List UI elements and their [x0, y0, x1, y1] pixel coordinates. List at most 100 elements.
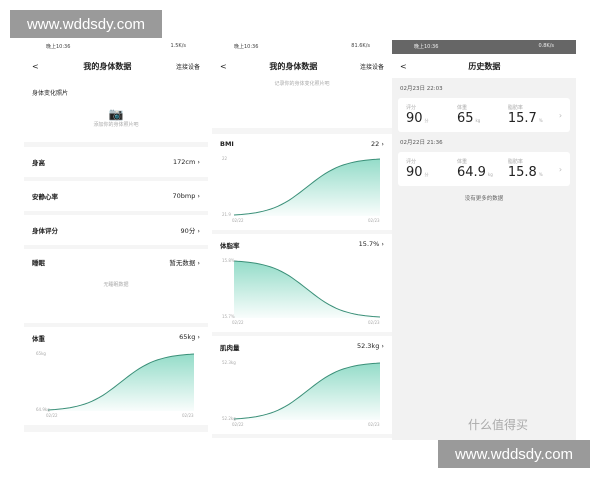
y-min-label: 52.2kg: [222, 416, 236, 421]
nav-bar: < 我的身体数据 连接设备: [24, 52, 208, 80]
chart-svg: 52.3kg 52.2kg 02/22 02/23: [222, 360, 381, 427]
history-record[interactable]: 评分 90 分体重 64.9 kg 脂肪率 15.8% ›: [398, 152, 570, 186]
watermark-bottom: www.wddsdy.com: [438, 440, 590, 468]
row-value: 90分 ›: [180, 227, 200, 235]
sleep-value: 暂无数据 ›: [169, 259, 200, 267]
history-record[interactable]: 评分 90 分体重 65 kg 脂肪率 15.7% ›: [398, 98, 570, 132]
camera-icon[interactable]: 📷: [108, 107, 124, 121]
x-start-label: 02/22: [232, 218, 244, 223]
chart-title: BMI: [220, 140, 234, 148]
back-button[interactable]: <: [32, 61, 39, 71]
chart-value: 52.3kg ›: [356, 342, 384, 350]
record-value: 15.8%: [507, 165, 543, 180]
record-score: 评分 90 分: [406, 104, 457, 126]
record-fat: 脂肪率 15.7%: [508, 104, 559, 126]
row-value: 70bmp ›: [172, 192, 200, 200]
photo-section-title: 身体变化照片: [32, 90, 69, 97]
record-value: 64.9 kg: [456, 165, 493, 180]
y-min-label: 64.9kg: [36, 407, 50, 412]
chart-line: [233, 158, 381, 216]
body-fat-chart[interactable]: 体脂率 15.7% › 15.8% 15.7% 02/22 02/23: [212, 234, 392, 332]
chart-svg: 15.8% 15.7% 02/22 02/23: [222, 258, 381, 325]
photo-hint: 记录你的身体变化照片吧: [274, 81, 330, 87]
panel-history: 晚上10:36 0.8K/s < 历史数据 02月23日 22:03 评分 90 分体重…: [392, 40, 576, 440]
no-more-text: 没有更多的数据: [464, 196, 504, 202]
sleep-label: 睡眠: [32, 259, 45, 267]
row-body-score[interactable]: 身体评分 90分 ›: [24, 215, 208, 245]
status-speed: 1.5K/s: [170, 43, 186, 49]
x-end-label: 02/23: [368, 422, 380, 427]
y-max-label: 22: [222, 156, 228, 161]
x-start-label: 02/22: [232, 422, 244, 427]
bmi-chart[interactable]: BMI 22 › 22 21.9 02/22 02/23: [212, 134, 392, 230]
record-date: 02月23日 22:03: [400, 86, 443, 92]
record-value: 65 kg: [456, 111, 481, 126]
chart-value: 22 ›: [371, 140, 384, 148]
record-label: 评分: [406, 105, 417, 111]
record-weight: 体重 64.9 kg: [457, 158, 508, 180]
chart-svg: 65kg 64.9kg 02/22 02/23: [36, 351, 195, 418]
panel-body-data-2: 晚上10:36 81.6K/s < 我的身体数据 连接设备 记录你的身体变化照片吧 B…: [212, 40, 392, 438]
record-weight: 体重 65 kg: [457, 104, 508, 126]
row-label: 身高: [32, 159, 45, 167]
record-label: 体重: [456, 159, 467, 165]
x-end-label: 02/23: [368, 218, 380, 223]
status-bar: 晚上10:36 1.5K/s: [24, 40, 208, 52]
connect-device-button[interactable]: 连接设备: [175, 63, 200, 71]
chart-svg: 22 21.9 02/22 02/23: [222, 156, 381, 223]
y-min-label: 15.7%: [222, 314, 235, 319]
sleep-card[interactable]: 睡眠 暂无数据 › 无睡眠数据: [24, 249, 208, 323]
nav-bar: < 历史数据: [392, 54, 576, 78]
brand-watermark: 什么值得买: [468, 418, 529, 432]
status-time: 晚上10:36: [234, 44, 259, 50]
page-title: 历史数据: [468, 61, 501, 71]
status-speed: 0.8K/s: [538, 43, 554, 49]
record-label: 脂肪率: [507, 159, 523, 165]
chart-value: 15.7% ›: [358, 240, 384, 248]
chevron-right-icon: ›: [558, 110, 563, 120]
record-score: 评分 90 分: [406, 158, 457, 180]
row-label: 身体评分: [32, 227, 58, 235]
back-button[interactable]: <: [400, 61, 407, 71]
watermark-top: www.wddsdy.com: [10, 10, 162, 38]
photo-hint: 添加你的身体照片吧: [93, 122, 139, 128]
status-bar: 晚上10:36 0.8K/s: [392, 40, 576, 54]
status-time: 晚上10:36: [46, 44, 71, 50]
x-end-label: 02/23: [182, 413, 194, 418]
nav-bar: < 我的身体数据 连接设备: [212, 52, 392, 80]
connect-device-button[interactable]: 连接设备: [359, 63, 384, 71]
y-max-label: 15.8%: [222, 258, 235, 263]
chart-title: 体脂率: [220, 242, 240, 250]
row-value: 172cm ›: [173, 158, 200, 166]
status-speed: 81.6K/s: [351, 43, 370, 49]
row-heart-rate[interactable]: 安静心率 70bmp ›: [24, 181, 208, 211]
y-min-label: 21.9: [222, 212, 231, 217]
record-value: 90 分: [406, 165, 429, 180]
record-value: 90 分: [406, 111, 429, 126]
chevron-right-icon: ›: [558, 164, 563, 174]
weight-chart[interactable]: 体重 65kg › 65kg 64.9kg 02/22 02/23: [24, 327, 208, 425]
x-start-label: 02/22: [232, 320, 244, 325]
record-label: 脂肪率: [507, 105, 523, 111]
row-height[interactable]: 身高 172cm ›: [24, 147, 208, 177]
chart-line: [47, 353, 195, 411]
x-start-label: 02/22: [46, 413, 58, 418]
page-title: 我的身体数据: [83, 61, 132, 71]
record-label: 体重: [456, 105, 467, 111]
record-value: 15.7%: [507, 111, 543, 126]
chart-title: 肌肉量: [220, 344, 240, 352]
record-fat: 脂肪率 15.8%: [508, 158, 559, 180]
x-end-label: 02/23: [368, 320, 380, 325]
status-bar: 晚上10:36 81.6K/s: [212, 40, 392, 52]
record-label: 评分: [406, 159, 417, 165]
chart-value: 65kg ›: [179, 333, 200, 341]
record-date: 02月22日 21:36: [400, 140, 443, 146]
page-title: 我的身体数据: [269, 61, 318, 71]
chart-title: 体重: [32, 335, 45, 343]
back-button[interactable]: <: [220, 61, 227, 71]
y-max-label: 65kg: [36, 351, 46, 356]
row-label: 安静心率: [32, 193, 58, 201]
chart-line: [233, 260, 381, 318]
sleep-empty: 无睡眠数据: [103, 282, 129, 288]
muscle-chart[interactable]: 肌肉量 52.3kg › 52.3kg 52.2kg 02/22 02/23: [212, 336, 392, 434]
